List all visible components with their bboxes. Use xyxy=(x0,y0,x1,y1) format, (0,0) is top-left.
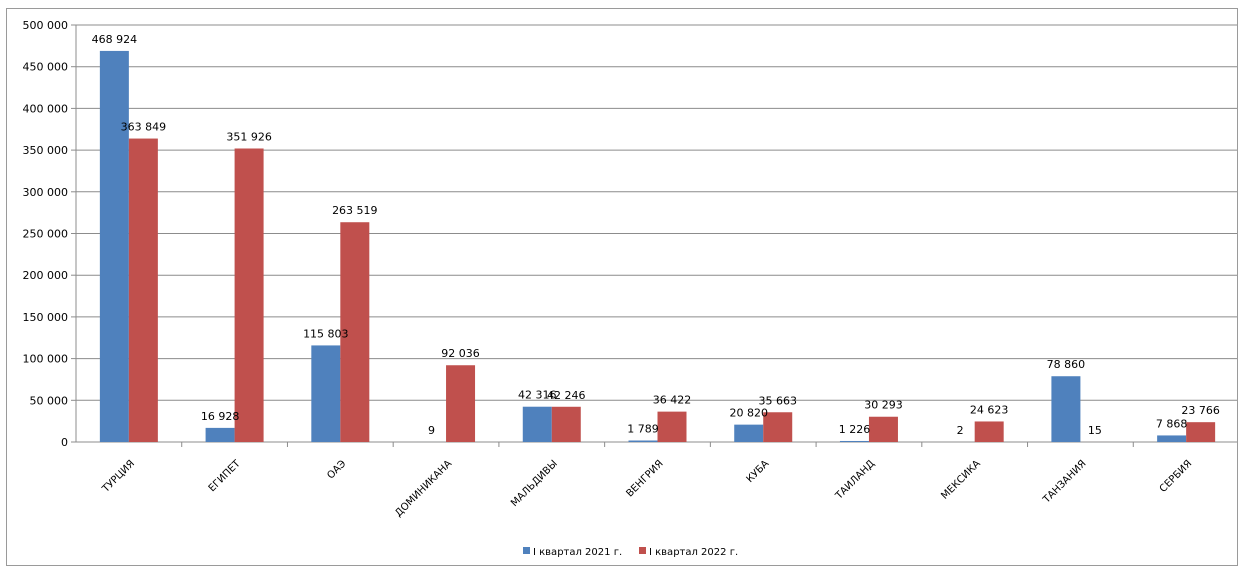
axes: 0 50 000 100 000 150 000 200 000 250 000 300 0… xyxy=(23,19,1240,449)
y-tick-label: 50 000 xyxy=(30,394,69,407)
x-tick-labels: ТУРЦИЯ ЕГИПЕТ ОАЭ ДОМИНИКАНА МАЛЬДИВЫ ВЕНГРИЯ… xyxy=(100,458,1194,520)
chart-frame: 0 50 000 100 000 150 000 200 000 250 000 300 0… xyxy=(6,8,1240,566)
bar-2021 xyxy=(734,424,764,442)
legend: I квартал 2021 г. I квартал 2022 г. xyxy=(523,547,738,558)
data-label: 15 xyxy=(1088,424,1102,437)
bar-2021 xyxy=(1157,435,1187,442)
x-tick-label: ВЕНГРИЯ xyxy=(624,458,665,499)
bar-2021 xyxy=(628,440,658,442)
bar-2022 xyxy=(340,222,370,442)
x-tick-label: МАЛЬДИВЫ xyxy=(509,458,560,509)
x-tick-label: ДОМИНИКАНА xyxy=(393,458,454,519)
data-labels: 468 924 363 849 16 928 351 926 115 803 263 51… xyxy=(92,33,1220,437)
bar-2022 xyxy=(868,416,898,442)
legend-label: I квартал 2021 г. xyxy=(533,547,622,558)
x-tick-label: ЕГИПЕТ xyxy=(207,458,244,495)
data-label: 468 924 xyxy=(92,33,138,46)
y-tick-label: 250 000 xyxy=(23,228,69,241)
x-tick-label: ТАИЛАНД xyxy=(833,458,877,502)
x-tick-label: МЕКСИКА xyxy=(939,458,983,502)
bar-2021 xyxy=(311,345,341,442)
bar-2021 xyxy=(205,427,235,442)
data-label: 36 422 xyxy=(653,394,692,407)
bar-2022 xyxy=(763,412,793,442)
data-label: 24 623 xyxy=(970,403,1009,416)
bar-2021 xyxy=(522,406,552,442)
x-tick-label: ОАЭ xyxy=(325,458,348,481)
bar-2022 xyxy=(128,138,158,442)
data-label: 30 293 xyxy=(864,399,903,412)
data-label: 363 849 xyxy=(121,121,167,134)
x-tick-label: ТУРЦИЯ xyxy=(100,458,137,495)
x-tick-label: СЕРБИЯ xyxy=(1158,458,1195,495)
y-tick-label: 500 000 xyxy=(23,19,69,32)
bar-2022 xyxy=(1186,422,1216,442)
bar-chart: 0 50 000 100 000 150 000 200 000 250 000 300 0… xyxy=(23,19,1240,558)
legend-swatch-2022 xyxy=(639,547,646,554)
bars xyxy=(99,50,1216,442)
bar-2022 xyxy=(974,421,1004,442)
data-label: 23 766 xyxy=(1181,404,1220,417)
y-tick-label: 200 000 xyxy=(23,269,69,282)
data-label: 1 789 xyxy=(627,423,659,436)
bar-2021 xyxy=(839,440,869,442)
x-tick-label: ТАНЗАНИЯ xyxy=(1041,458,1089,506)
y-tick-label: 100 000 xyxy=(23,353,69,366)
data-label: 92 036 xyxy=(441,347,480,360)
data-label: 78 860 xyxy=(1047,358,1086,371)
y-tick-label: 150 000 xyxy=(23,311,69,324)
legend-swatch-2021 xyxy=(523,547,530,554)
data-label: 35 663 xyxy=(758,394,797,407)
data-label: 9 xyxy=(428,424,435,437)
x-tick-label: КУБА xyxy=(745,458,772,485)
y-tick-label: 350 000 xyxy=(23,144,69,157)
y-tick-label: 400 000 xyxy=(23,102,69,115)
data-label: 42 246 xyxy=(547,389,586,402)
bar-2022 xyxy=(234,148,264,442)
bar-2022 xyxy=(657,411,687,442)
data-label: 42 316 xyxy=(518,389,557,402)
bar-2022 xyxy=(446,365,476,442)
data-label: 115 803 xyxy=(303,327,349,340)
y-tick-label: 450 000 xyxy=(23,61,69,74)
data-label: 7 868 xyxy=(1156,417,1188,430)
data-label: 16 928 xyxy=(201,410,240,423)
data-label: 20 820 xyxy=(729,407,768,420)
data-label: 351 926 xyxy=(226,130,272,143)
legend-label: I квартал 2022 г. xyxy=(649,547,738,558)
bar-2021 xyxy=(99,50,129,442)
data-label: 1 226 xyxy=(839,423,871,436)
bar-2022 xyxy=(551,406,581,442)
gridlines xyxy=(76,24,1239,401)
data-label: 263 519 xyxy=(332,204,378,217)
data-label: 2 xyxy=(957,424,964,437)
y-tick-label: 0 xyxy=(61,436,68,449)
y-tick-label: 300 000 xyxy=(23,186,69,199)
bar-2021 xyxy=(1051,376,1081,442)
